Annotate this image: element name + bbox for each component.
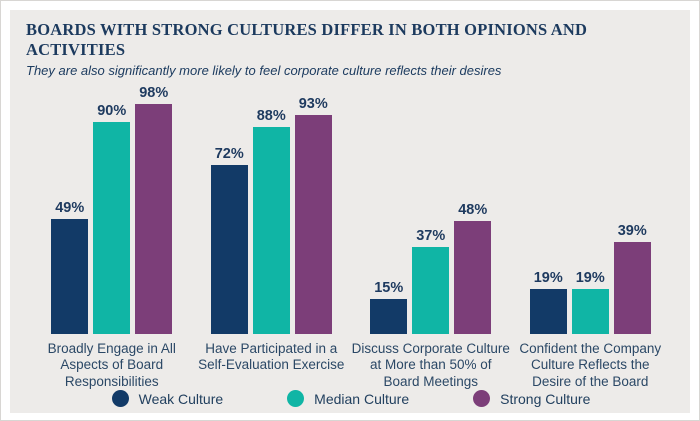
- legend-swatch-icon: [287, 390, 305, 408]
- category-label: Have Participated in a Self-Evaluation Ex…: [198, 341, 345, 373]
- bar-group: 15% 37% 48%: [370, 82, 492, 334]
- bar-value-label: 49%: [55, 200, 85, 216]
- category-label: Confident the Company Culture Reflects th…: [519, 341, 662, 389]
- bar-median-culture: [412, 247, 450, 334]
- bar-weak-culture: [529, 289, 567, 334]
- bar-cell: 90%: [93, 103, 131, 334]
- bar-cell: 93%: [294, 96, 332, 334]
- bar-weak-culture: [51, 219, 89, 334]
- bar-cell: 37%: [412, 228, 450, 334]
- bar-strong-culture: [135, 104, 173, 334]
- chart-group: 19% 19% 39% Confident the Company Culture Re…: [511, 82, 671, 390]
- bar-chart-plot: 49% 90% 98% Broadly Engage in All Aspects of…: [26, 82, 676, 390]
- legend-label: Weak Culture: [138, 390, 224, 407]
- legend-item: Weak Culture: [111, 390, 224, 408]
- legend-swatch-icon: [473, 390, 491, 408]
- legend-swatch-icon: [111, 390, 129, 408]
- chart-subtitle: They are also significantly more likely …: [26, 63, 502, 78]
- category-label: Broadly Engage in All Aspects of Board Res…: [47, 341, 176, 389]
- bar-weak-culture: [210, 165, 248, 334]
- bar-median-culture: [571, 289, 609, 334]
- bar-cell: 15%: [370, 280, 408, 334]
- legend-item: Median Culture: [287, 390, 410, 408]
- chart-group: 72% 88% 93% Have Participated in a Self-Eval…: [192, 82, 352, 374]
- bar-group: 19% 19% 39%: [529, 82, 651, 334]
- bar-cell: 72%: [210, 146, 248, 334]
- bar-weak-culture: [370, 299, 408, 334]
- bar-strong-culture: [613, 242, 651, 334]
- chart-group: 15% 37% 48% Discuss Corporate Culture at Mor…: [351, 82, 511, 390]
- bar-cell: 19%: [571, 270, 609, 334]
- legend-label: Median Culture: [314, 390, 410, 407]
- bar-group: 49% 90% 98%: [51, 82, 173, 334]
- bar-cell: 48%: [454, 202, 492, 334]
- bar-cell: 19%: [529, 270, 567, 334]
- bar-cell: 88%: [252, 108, 290, 334]
- bar-value-label: 98%: [139, 85, 169, 101]
- bar-value-label: 88%: [256, 108, 286, 124]
- bar-value-label: 15%: [374, 280, 404, 296]
- category-label: Discuss Corporate Culture at More than 50…: [351, 341, 510, 389]
- legend-label: Strong Culture: [500, 390, 591, 407]
- chart-panel: BOARDS WITH STRONG CULTURES DIFFER IN BO…: [10, 10, 690, 413]
- bar-value-label: 90%: [97, 103, 127, 119]
- bar-value-label: 37%: [416, 228, 446, 244]
- bar-cell: 49%: [51, 200, 89, 334]
- bar-value-label: 19%: [575, 270, 605, 286]
- bar-cell: 39%: [613, 223, 651, 334]
- chart-title: BOARDS WITH STRONG CULTURES DIFFER IN BO…: [26, 20, 588, 59]
- bar-median-culture: [93, 122, 131, 334]
- bar-strong-culture: [454, 221, 492, 334]
- bar-median-culture: [252, 127, 290, 334]
- bar-value-label: 39%: [617, 223, 647, 239]
- bar-cell: 98%: [135, 85, 173, 334]
- bar-value-label: 19%: [533, 270, 563, 286]
- bar-value-label: 93%: [298, 96, 328, 112]
- legend-item: Strong Culture: [473, 390, 591, 408]
- bar-value-label: 48%: [458, 202, 488, 218]
- bar-value-label: 72%: [214, 146, 244, 162]
- bar-strong-culture: [294, 115, 332, 334]
- chart-group: 49% 90% 98% Broadly Engage in All Aspects of…: [32, 82, 192, 390]
- bar-group: 72% 88% 93%: [210, 82, 332, 334]
- chart-legend: Weak Culture Median Culture Strong Culture: [26, 390, 676, 409]
